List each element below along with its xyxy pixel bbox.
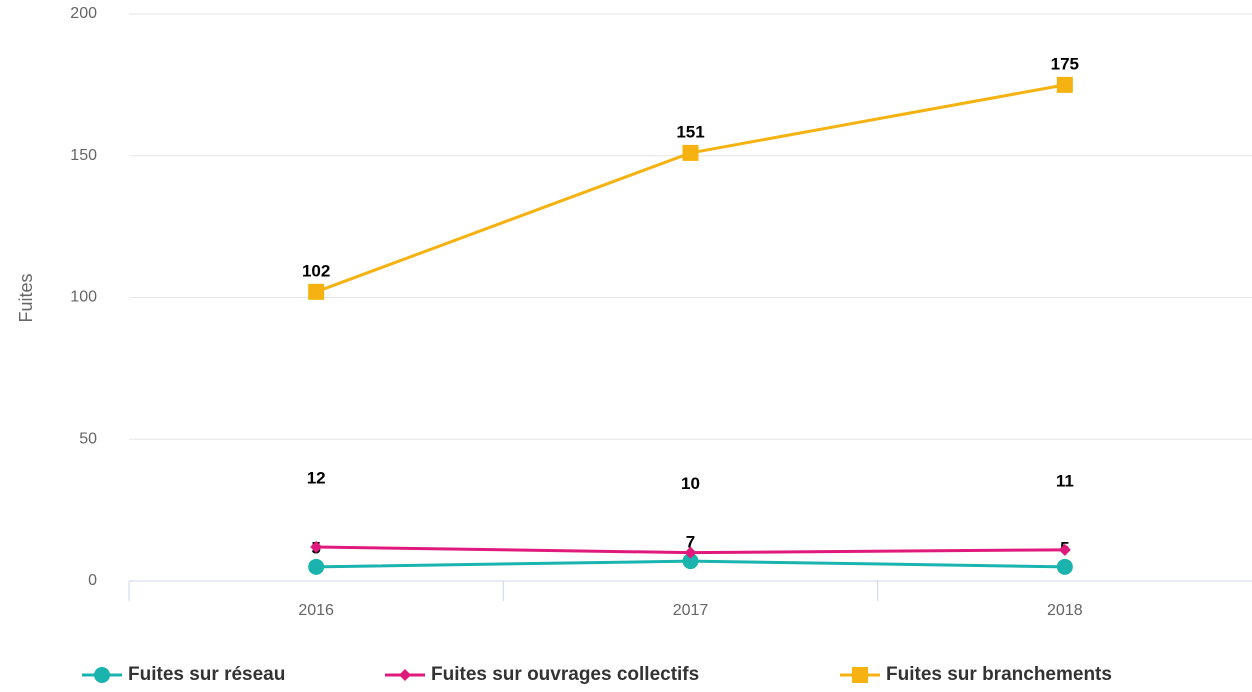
marker (1056, 558, 1073, 575)
series-line (315, 83, 1066, 294)
y-tick-label: 50 (79, 430, 97, 447)
marker (682, 144, 699, 161)
y-axis-title: Fuites (16, 273, 36, 322)
marker (852, 667, 868, 683)
data-label: 12 (307, 468, 326, 487)
data-label: 151 (676, 122, 704, 141)
data-label: 102 (302, 261, 330, 280)
y-tick-label: 0 (88, 572, 97, 589)
legend-label: Fuites sur réseau (128, 664, 285, 685)
marker (682, 553, 699, 570)
legend-label: Fuites sur ouvrages collectifs (431, 664, 699, 685)
marker (684, 546, 697, 559)
y-tick-label: 100 (70, 289, 97, 306)
y-tick-label: 150 (70, 147, 97, 164)
marker (399, 669, 411, 681)
data-label: 11 (1056, 471, 1074, 490)
marker (94, 667, 110, 683)
marker (308, 558, 325, 575)
x-tick-label: 2018 (1047, 602, 1083, 619)
x-tick-label: 2016 (298, 602, 334, 619)
data-label: 7 (686, 533, 695, 552)
data-label: 10 (681, 474, 700, 493)
marker (1058, 543, 1071, 556)
x-tick-label: 2017 (673, 602, 709, 619)
marker (310, 540, 323, 553)
marker (1056, 76, 1073, 93)
legend-label: Fuites sur branchements (886, 664, 1112, 685)
y-tick-label: 200 (70, 5, 97, 22)
data-label: 175 (1051, 54, 1079, 73)
marker (308, 283, 325, 300)
